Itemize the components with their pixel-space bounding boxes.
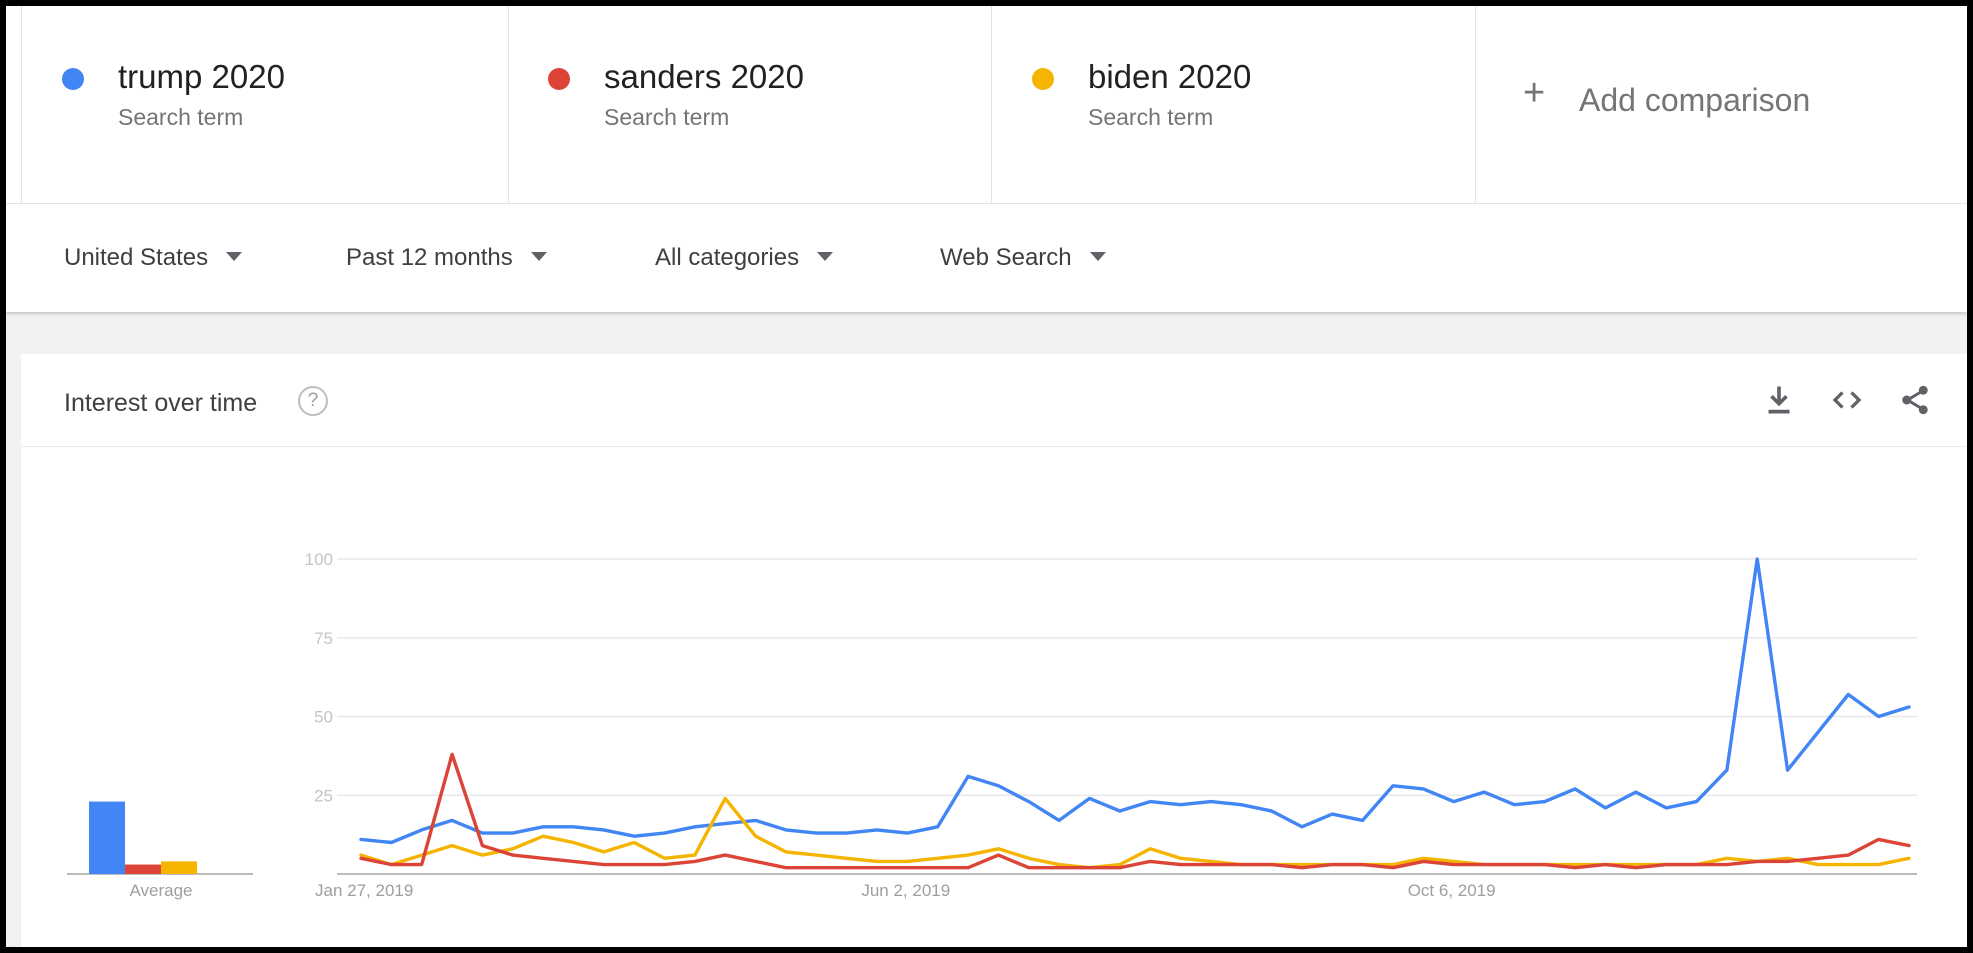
- search-type-dropdown[interactable]: Web Search: [940, 244, 1106, 272]
- search-type-dropdown-label: Web Search: [940, 244, 1072, 271]
- download-icon[interactable]: [1761, 382, 1797, 418]
- average-label: Average: [129, 881, 192, 900]
- caret-down-icon: [226, 252, 243, 262]
- category-dropdown-label: All categories: [655, 244, 800, 271]
- add-comparison-label: Add comparison: [1579, 82, 1811, 118]
- average-bar-2[interactable]: [125, 864, 161, 874]
- interest-over-time-chart: 25 50 75 100 Jan 27, 2019 Jun 2, 2019 Oct 6, 2…: [67, 550, 1917, 900]
- term-3-color-dot: [1032, 68, 1054, 90]
- embed-icon[interactable]: [1829, 382, 1865, 418]
- caret-down-icon: [1089, 252, 1106, 262]
- time-range-dropdown-label: Past 12 months: [346, 244, 513, 271]
- region-dropdown-label: United States: [64, 244, 209, 271]
- term-1-name[interactable]: trump 2020: [118, 58, 285, 95]
- average-bar-1[interactable]: [89, 801, 125, 874]
- time-range-dropdown[interactable]: Past 12 months: [346, 244, 547, 272]
- term-2-type: Search term: [604, 104, 730, 130]
- term-2-color-dot: [548, 68, 570, 90]
- term-card-2[interactable]: sanders 2020 Search term: [508, 6, 992, 203]
- average-bar-3[interactable]: [161, 861, 197, 874]
- series-line-biden-2020[interactable]: [359, 796, 1911, 870]
- caret-down-icon: [530, 252, 547, 262]
- filter-bar: United States Past 12 months All categor…: [6, 204, 1967, 312]
- plus-icon: +: [1523, 72, 1546, 114]
- series-line-trump-2020[interactable]: [359, 557, 1911, 845]
- trends-page: trump 2020 Search term sanders 2020 Sear…: [6, 6, 1967, 947]
- term-1-color-dot: [62, 68, 84, 90]
- x-tick-label: Oct 6, 2019: [1408, 881, 1496, 900]
- card-header: Interest over time ?: [21, 354, 1967, 447]
- x-tick-label: Jun 2, 2019: [861, 881, 950, 900]
- add-comparison-button[interactable]: + Add comparison: [1476, 6, 1967, 203]
- interest-over-time-card: Interest over time ? 25 50 75 100 Jan 27, 20…: [21, 354, 1967, 947]
- term-2-name[interactable]: sanders 2020: [604, 58, 804, 95]
- term-3-name[interactable]: biden 2020: [1088, 58, 1252, 95]
- y-tick-label: 50: [314, 708, 333, 727]
- card-title: Interest over time: [64, 389, 258, 417]
- x-tick-label: Jan 27, 2019: [315, 881, 413, 900]
- term-card-1[interactable]: trump 2020 Search term: [21, 6, 509, 203]
- region-dropdown[interactable]: United States: [64, 244, 243, 272]
- caret-down-icon: [817, 252, 834, 262]
- y-tick-label: 25: [314, 786, 333, 805]
- y-tick-label: 100: [305, 550, 333, 569]
- category-dropdown[interactable]: All categories: [655, 244, 834, 272]
- help-icon[interactable]: ?: [298, 386, 328, 416]
- comparison-terms-bar: trump 2020 Search term sanders 2020 Sear…: [6, 6, 1967, 204]
- term-3-type: Search term: [1088, 104, 1214, 130]
- term-1-type: Search term: [118, 104, 244, 130]
- series-line-sanders-2020[interactable]: [359, 752, 1911, 870]
- share-icon[interactable]: [1897, 382, 1933, 418]
- term-card-3[interactable]: biden 2020 Search term: [992, 6, 1476, 203]
- y-tick-label: 75: [314, 629, 333, 648]
